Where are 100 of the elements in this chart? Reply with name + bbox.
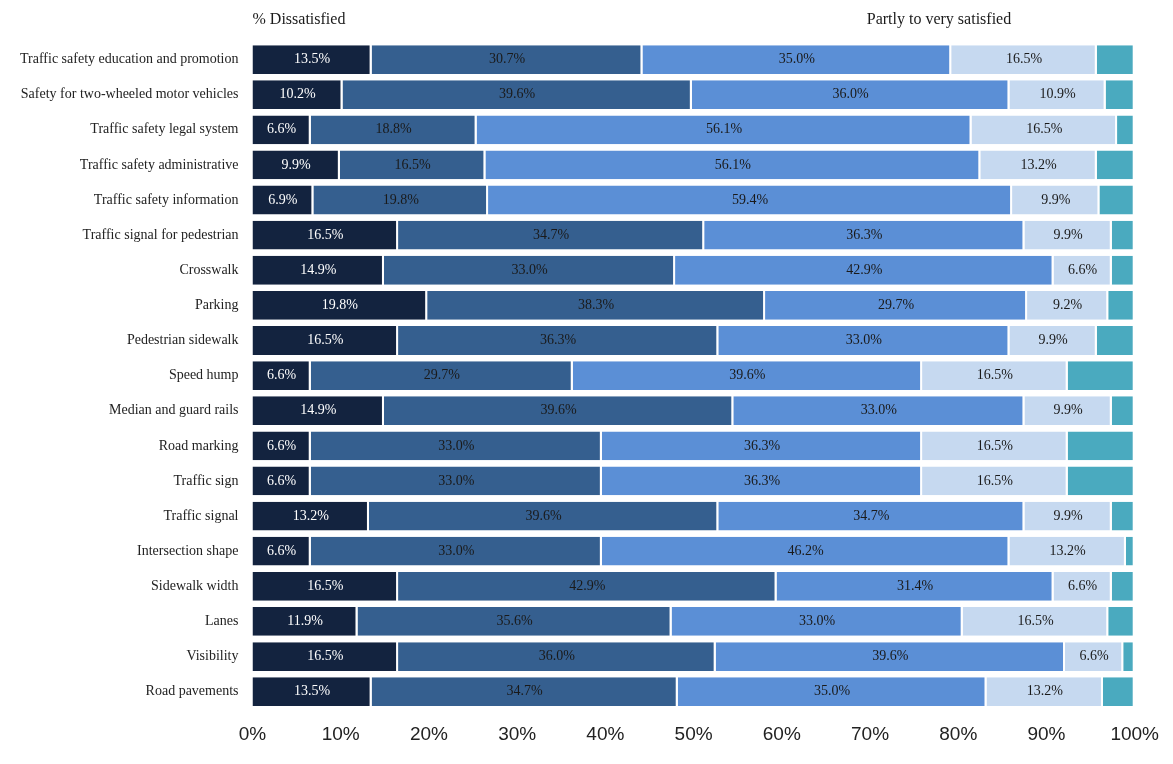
data-label: 16.5%	[1005, 51, 1043, 67]
data-label: 13.2%	[1026, 683, 1064, 699]
x-tick-label: 30%	[498, 722, 537, 744]
data-label: 13.2%	[1049, 542, 1087, 558]
data-label: 9.9%	[281, 156, 312, 172]
y-tick-label: Lanes	[205, 613, 239, 629]
data-label: 18.8%	[375, 121, 413, 137]
data-label: 34.7%	[853, 507, 890, 523]
data-label: 36.3%	[846, 226, 883, 242]
data-label: 39.6%	[540, 402, 578, 418]
y-tick-label: Traffic safety legal system	[90, 121, 239, 137]
y-tick-label: Traffic signal	[163, 507, 239, 523]
data-label: 16.5%	[307, 648, 344, 664]
x-tick-label: 80%	[939, 722, 978, 744]
data-label: 39.6%	[872, 648, 909, 664]
y-tick-label: Pedestrian sidewalk	[126, 332, 239, 348]
data-label: 13.5%	[293, 683, 331, 699]
y-tick-label: Median and guard rails	[109, 402, 239, 418]
data-label: 33.0%	[860, 402, 898, 418]
data-label: 29.7%	[877, 297, 915, 313]
data-label: 36.3%	[540, 332, 577, 348]
data-label: 16.5%	[394, 156, 432, 172]
data-label: 9.9%	[1038, 332, 1069, 348]
data-label: 36.3%	[743, 437, 781, 453]
data-label: 33.0%	[438, 472, 475, 488]
x-tick-label: 0%	[238, 722, 267, 744]
data-label: 13.2%	[1020, 156, 1057, 172]
data-label: 6.6%	[267, 121, 297, 137]
x-tick-label: 50%	[674, 722, 713, 744]
data-label: 59.4%	[731, 191, 769, 207]
data-label: 13.2%	[292, 507, 330, 523]
data-label: 14.9%	[300, 261, 337, 277]
data-label: 6.6%	[267, 472, 297, 488]
data-label: 9.9%	[1053, 507, 1084, 523]
y-tick-label: Road marking	[158, 437, 239, 453]
data-label: 16.5%	[1017, 613, 1054, 629]
data-label: 31.4%	[896, 577, 934, 593]
y-tick-label: Road pavements	[145, 683, 239, 699]
data-label: 9.9%	[1041, 191, 1071, 207]
data-label: 16.5%	[307, 577, 344, 593]
y-tick-label: Safety for two-wheeled motor vehicles	[20, 86, 239, 102]
y-tick-label: Parking	[194, 297, 239, 313]
data-label: 36.0%	[832, 86, 870, 102]
data-label: 42.9%	[846, 261, 883, 277]
data-label: 33.0%	[845, 332, 883, 348]
data-label: 36.3%	[743, 472, 781, 488]
data-label: 35.0%	[778, 51, 816, 67]
data-label: 29.7%	[423, 367, 461, 383]
x-tick-label: 90%	[1027, 722, 1066, 744]
x-tick-label: 100%	[1110, 722, 1160, 744]
data-label: 13.5%	[293, 51, 331, 67]
x-tick-label: 40%	[586, 722, 625, 744]
data-label: 6.6%	[267, 367, 297, 383]
data-label: 56.1%	[714, 156, 752, 172]
data-label: 16.5%	[976, 367, 1014, 383]
data-label: 39.6%	[525, 507, 563, 523]
data-label: 16.5%	[307, 332, 344, 348]
data-label: 6.6%	[267, 542, 297, 558]
data-label: 35.6%	[496, 613, 533, 629]
data-label: 19.8%	[382, 191, 420, 207]
data-label: 19.8%	[321, 297, 359, 313]
data-label: 33.0%	[799, 613, 836, 629]
y-tick-label: Intersection shape	[137, 542, 239, 558]
y-tick-label: Traffic sign	[173, 472, 239, 488]
y-tick-label: Visibility	[186, 648, 239, 664]
x-tick-label: 20%	[409, 722, 449, 744]
data-label: 16.5%	[976, 437, 1014, 453]
data-label: 11.9%	[287, 613, 324, 629]
data-label: 6.6%	[267, 437, 297, 453]
y-tick-label: Traffic signal for pedestrian	[82, 226, 239, 242]
y-tick-label: Crosswalk	[179, 261, 239, 277]
data-label: 9.9%	[1053, 226, 1084, 242]
data-label: 10.9%	[1039, 86, 1076, 102]
data-label: 34.7%	[533, 226, 570, 242]
data-label: 6.9%	[268, 191, 298, 207]
data-label: 6.6%	[1079, 648, 1110, 664]
text: % Dissatisfied	[252, 10, 346, 28]
data-label: 36.0%	[538, 648, 576, 664]
data-label: 33.0%	[438, 437, 475, 453]
y-tick-label: Traffic safety administrative	[79, 156, 239, 172]
y-tick-label: Traffic safety information	[93, 191, 239, 207]
data-label: 6.6%	[1068, 261, 1098, 277]
data-label: 46.2%	[787, 542, 825, 558]
text: Partly to very satisfied	[866, 10, 1012, 29]
data-label: 34.7%	[506, 683, 544, 699]
data-label: 30.7%	[488, 51, 526, 67]
data-label: 42.9%	[569, 577, 606, 593]
data-label: 38.3%	[578, 297, 615, 313]
x-tick-label: 60%	[762, 722, 801, 744]
x-tick-label: 70%	[851, 722, 890, 744]
data-label: 16.5%	[1026, 121, 1063, 137]
data-label: 39.6%	[499, 86, 536, 102]
y-tick-label: Sidewalk width	[151, 577, 239, 593]
data-label: 9.2%	[1053, 297, 1083, 313]
data-label: 39.6%	[729, 367, 766, 383]
x-tick-label: 10%	[321, 722, 360, 744]
y-tick-label: Speed hump	[168, 367, 239, 383]
data-label: 6.6%	[1068, 577, 1098, 593]
data-label: 33.0%	[438, 542, 475, 558]
data-label: 16.5%	[307, 226, 344, 242]
